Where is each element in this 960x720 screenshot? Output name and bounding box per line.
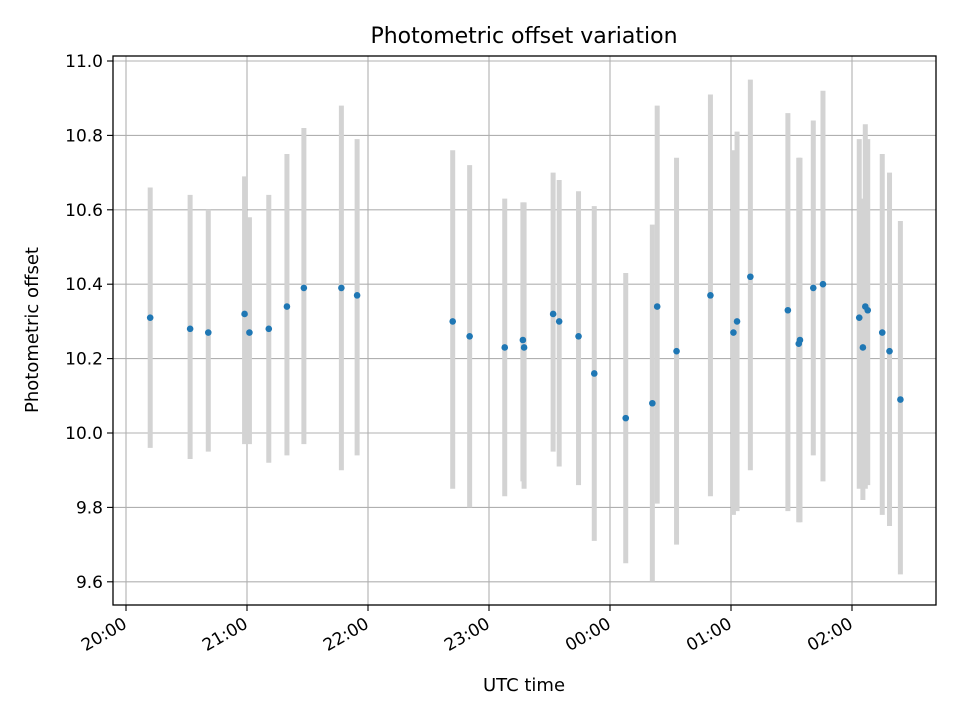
data-point <box>555 318 563 325</box>
y-tick-label: 10.0 <box>65 424 103 444</box>
y-axis-label: Photometric offset <box>22 247 43 413</box>
x-tick-label: 23:00 <box>441 614 493 656</box>
plot-frame <box>112 55 937 606</box>
data-point <box>855 314 863 321</box>
data-point <box>730 329 737 336</box>
data-point <box>549 310 557 318</box>
data-point <box>241 310 248 318</box>
x-tick-label: 20:00 <box>78 614 130 656</box>
data-point <box>733 318 741 325</box>
data-point <box>707 292 714 299</box>
x-axis-label: UTC time <box>483 675 565 696</box>
data-point <box>819 280 827 288</box>
data-point <box>859 344 867 351</box>
data-point <box>353 292 361 299</box>
y-tick-label: 10.4 <box>65 275 103 295</box>
data-point <box>520 344 528 351</box>
x-tick-label: 22:00 <box>320 614 372 656</box>
y-tick-label: 11.0 <box>65 52 103 72</box>
y-tick-label: 9.6 <box>76 573 103 593</box>
data-point <box>204 329 212 336</box>
data-point <box>146 314 154 321</box>
data-point <box>186 325 194 333</box>
data-point <box>300 284 308 292</box>
data-point <box>897 396 904 403</box>
data-point <box>878 329 886 336</box>
data-point <box>519 336 527 344</box>
y-tick-label: 10.6 <box>65 201 103 221</box>
chart-title: Photometric offset variation <box>370 24 677 49</box>
data-point <box>575 332 582 340</box>
data-points <box>146 273 904 422</box>
x-tick-label: 21:00 <box>199 614 251 656</box>
data-point <box>653 303 661 310</box>
data-point <box>864 306 872 314</box>
data-point <box>246 329 253 336</box>
data-point <box>265 325 273 333</box>
x-tick-label: 01:00 <box>683 614 735 656</box>
data-point <box>622 414 630 422</box>
data-point <box>283 303 291 310</box>
data-point <box>501 344 509 351</box>
data-point <box>649 399 656 407</box>
x-tick-label: 00:00 <box>562 614 614 656</box>
data-point <box>796 336 804 344</box>
data-point <box>466 332 473 340</box>
y-axis-ticks: 9.6 9.8 10.0 10.2 10.4 10.6 10.8 11.0 <box>65 52 113 593</box>
y-tick-label: 10.8 <box>65 126 103 146</box>
data-point <box>886 347 893 355</box>
y-tick-label: 9.8 <box>76 498 103 518</box>
data-point <box>747 273 754 281</box>
data-point <box>338 284 345 292</box>
error-bars <box>147 79 903 582</box>
x-axis-ticks: 20:00 21:00 22:00 23:00 00:00 01:00 02:00 <box>78 605 857 656</box>
data-point <box>673 347 680 355</box>
x-tick-label: 02:00 <box>804 614 856 656</box>
data-point <box>784 306 792 314</box>
y-tick-label: 10.2 <box>65 350 103 370</box>
data-point <box>449 318 457 325</box>
data-point <box>809 284 817 292</box>
data-point <box>590 370 598 377</box>
